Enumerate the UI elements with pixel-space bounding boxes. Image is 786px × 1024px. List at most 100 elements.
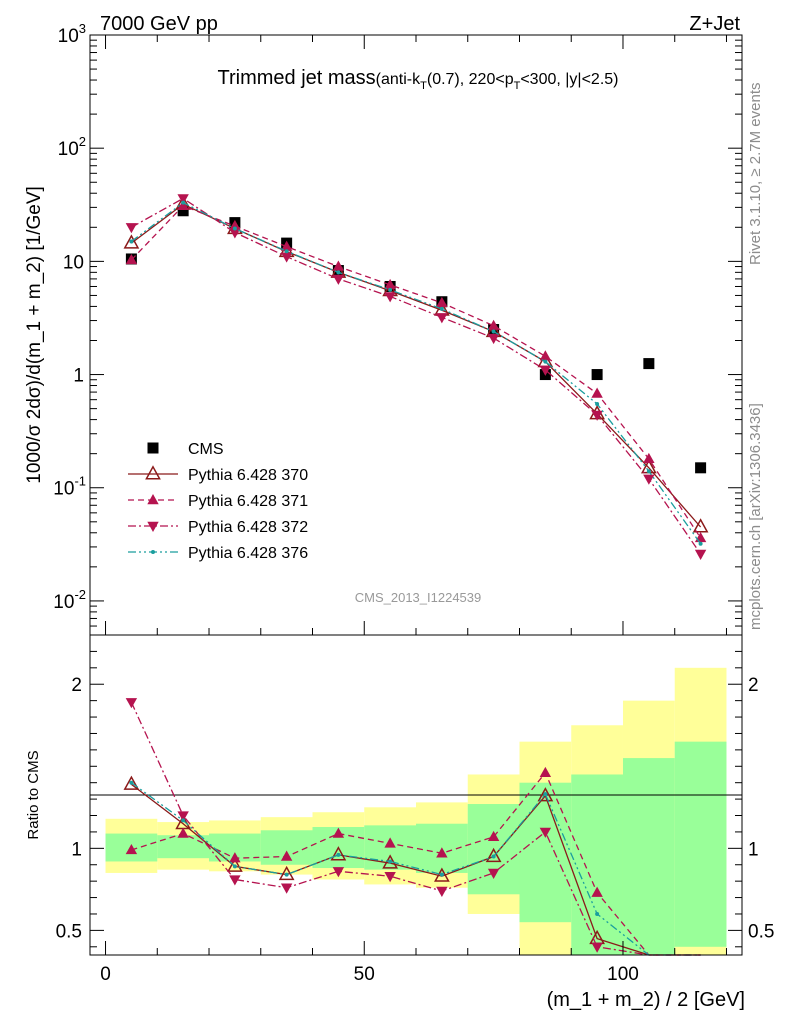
main-point-2-8 <box>539 350 552 361</box>
ratio-point-0-4 <box>330 846 347 861</box>
ratio-ytick-label-right-0: 0.5 <box>748 921 774 942</box>
plot-title-detail-b: (0.7), 220<p <box>427 71 514 88</box>
main-ytick-label-5: 103 <box>58 21 86 47</box>
ratio-series-line-1 <box>131 771 701 956</box>
band-inner-10 <box>622 758 675 955</box>
ratio-point-1-9 <box>591 886 603 897</box>
main-point-4-1 <box>181 200 186 205</box>
legend-label-2: Pythia 6.428 371 <box>188 493 308 510</box>
main-point-4-9 <box>595 401 600 406</box>
main-ytick-label-4: 102 <box>58 134 86 160</box>
x-tick-label-2: 100 <box>607 964 639 985</box>
ratio-series-layer <box>123 698 701 956</box>
ratio-point-2-6 <box>436 886 448 897</box>
ratio-point-0-8 <box>537 787 554 802</box>
ratio-ytick-label-2: 2 <box>71 675 82 696</box>
main-series-line-2 <box>130 204 702 539</box>
ratio-ytick-label-right-2: 2 <box>748 675 759 696</box>
main-point-4-5 <box>388 287 393 292</box>
ratio-point-3-9 <box>595 911 600 916</box>
legend-label-1: Pythia 6.428 370 <box>188 467 308 484</box>
ratio-ytick-label-0: 0.5 <box>56 921 82 942</box>
ratio-point-3-4 <box>336 852 341 857</box>
main-point-3-0 <box>125 223 138 234</box>
main-axis-ticks: 10-2 10-1 1 10 102 103 <box>53 21 742 635</box>
ratio-point-3-1 <box>181 818 186 823</box>
main-point-4-6 <box>439 306 444 311</box>
ratio-point-2-5 <box>384 872 396 883</box>
ratio-point-0-2 <box>227 857 243 872</box>
main-point-1-0 <box>123 234 140 249</box>
main-point-3-6 <box>436 313 448 324</box>
legend-label-4: Pythia 6.428 376 <box>188 545 308 562</box>
ratio-point-1-5 <box>384 837 396 848</box>
main-point-0-9 <box>591 369 603 381</box>
ratio-ytick-label-1: 1 <box>71 839 82 860</box>
main-point-2-0 <box>125 253 138 265</box>
main-point-3-1 <box>177 194 189 205</box>
ratio-point-1-7 <box>487 830 500 842</box>
main-point-3-8 <box>539 365 552 376</box>
main-point-2-9 <box>591 387 603 398</box>
legend-label-0: CMS <box>188 441 224 458</box>
ratio-point-2-8 <box>539 827 552 838</box>
ratio-series-line-2 <box>130 702 701 956</box>
main-series-line-4 <box>131 201 702 545</box>
main-point-2-5 <box>384 278 396 290</box>
x-tick-label-1: 50 <box>354 964 375 985</box>
main-point-2-3 <box>280 240 293 251</box>
main-point-2-7 <box>487 319 500 330</box>
ratio-point-3-3 <box>284 872 289 877</box>
ratio-y-axis-label: Ratio to CMS <box>25 750 42 839</box>
x-axis-label: (m_1 + m_2) / 2 [GeV] <box>547 989 745 1011</box>
legend-label-3: Pythia 6.428 372 <box>188 519 308 536</box>
ratio-point-3-2 <box>232 864 237 869</box>
main-point-0-10 <box>643 358 655 370</box>
band-inner-8 <box>519 782 572 923</box>
ratio-point-2-4 <box>332 867 345 878</box>
mcplots-label: mcplots.cern.ch [arXiv:1306.3436] <box>747 403 764 630</box>
main-point-4-0 <box>129 239 134 244</box>
main-ytick-label-1: 10-1 <box>53 474 86 500</box>
main-point-4-3 <box>284 249 289 254</box>
main-point-3-4 <box>332 274 345 285</box>
ratio-point-1-0 <box>125 843 138 855</box>
main-y-axis-label: 1000/σ 2dσ)/d(m_1 + m_2) [1/GeV] <box>24 186 45 484</box>
main-series-layer <box>123 194 709 560</box>
ratio-series-line-3 <box>131 782 701 956</box>
process-label: Z+Jet <box>689 13 740 35</box>
main-point-3-10 <box>643 474 655 485</box>
plot-title-main: Trimmed jet mass <box>218 67 376 89</box>
ratio-point-3-5 <box>388 859 393 864</box>
ratio-point-1-6 <box>436 847 448 858</box>
ratio-point-0-0 <box>123 775 140 790</box>
legend: CMS Pythia 6.428 370 Pythia 6.428 371 Pythi… <box>128 441 308 562</box>
plot-title-detail-a: (anti-k <box>376 71 421 88</box>
x-tick-label-0: 0 <box>100 964 111 985</box>
main-point-4-11 <box>698 541 703 546</box>
ratio-point-0-6 <box>434 867 450 882</box>
main-point-3-9 <box>591 410 603 421</box>
main-point-4-2 <box>232 226 237 231</box>
ratio-axis-ticks: 0.5 0.5 1 1 2 2 0 50 100 <box>56 650 774 985</box>
analysis-id: CMS_2013_I1224539 <box>355 590 482 605</box>
main-point-2-6 <box>436 296 448 308</box>
ratio-point-3-8 <box>543 792 548 797</box>
legend-marker-1 <box>145 465 161 480</box>
ratio-point-1-1 <box>177 827 189 838</box>
main-ytick-label-2: 1 <box>73 366 84 387</box>
ratio-point-2-2 <box>229 875 241 886</box>
main-point-4-8 <box>543 359 548 364</box>
band-inner-1 <box>157 835 210 859</box>
ratio-point-2-3 <box>280 883 293 894</box>
legend-marker-0 <box>147 442 159 454</box>
ratio-point-3-7 <box>491 854 496 859</box>
ratio-point-2-7 <box>487 868 500 879</box>
main-point-0-1 <box>177 205 189 217</box>
ratio-point-3-0 <box>129 780 134 785</box>
ratio-ytick-label-right-1: 1 <box>748 839 759 860</box>
main-ytick-label-3: 10 <box>63 252 84 273</box>
plot-title-detail-c: <300, |y|<2.5) <box>520 71 618 88</box>
main-point-3-11 <box>694 549 707 560</box>
